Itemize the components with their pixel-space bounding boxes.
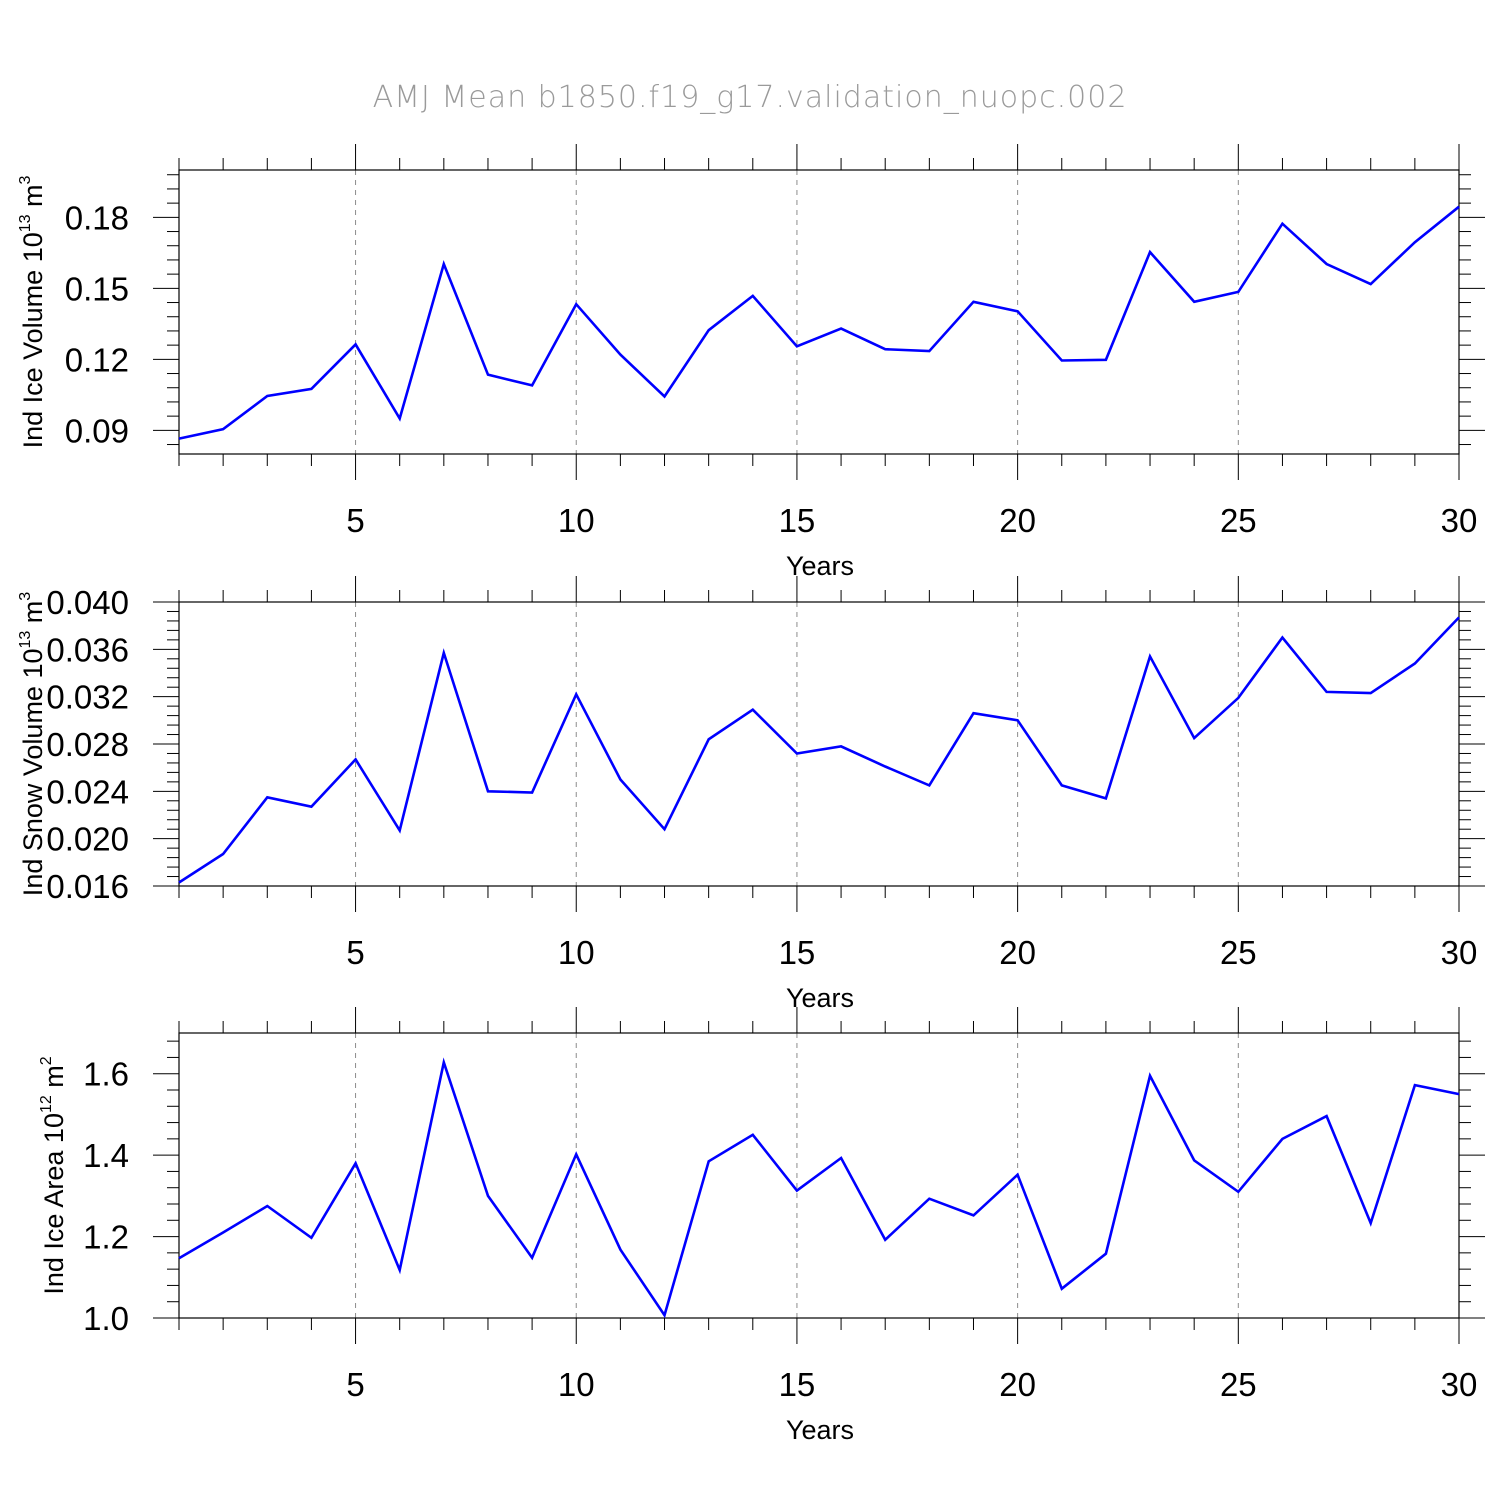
y-tick-label: 0.12 bbox=[65, 341, 129, 378]
y-axis-label: Ind Ice Area 1012 m2 bbox=[38, 1056, 69, 1294]
x-tick-label: 10 bbox=[558, 502, 595, 539]
y-tick-label: 1.6 bbox=[83, 1056, 129, 1093]
x-tick-label: 15 bbox=[779, 1366, 816, 1403]
x-tick-label: 30 bbox=[1441, 934, 1478, 971]
y-axis-label-unit: m bbox=[39, 1065, 69, 1095]
x-tick-label: 25 bbox=[1220, 934, 1257, 971]
y-tick-label: 0.09 bbox=[65, 412, 129, 449]
y-axis-label-unit-exponent: 3 bbox=[17, 175, 34, 184]
series-line bbox=[178, 205, 1460, 440]
y-tick-label: 0.040 bbox=[46, 584, 129, 621]
panel-ice-area: 5 10 15 20 25 30 Years 1.0 1.2 1.4 1.6 Ind Ice Area… bbox=[38, 1007, 1485, 1445]
panel-snow-volume: 5 10 15 20 25 30 Years 0.016 0.020 0.024 0.028 0.03… bbox=[17, 576, 1485, 1013]
x-tick-label: 5 bbox=[346, 1366, 364, 1403]
y-axis-label-exponent: 13 bbox=[17, 214, 34, 232]
y-tick-label: 1.2 bbox=[83, 1219, 129, 1256]
chart-title: AMJ Mean b1850.f19_g17.validation_nuopc.… bbox=[373, 80, 1128, 115]
y-tick-label: 1.4 bbox=[83, 1137, 129, 1174]
x-tick-label: 30 bbox=[1441, 1366, 1478, 1403]
series-line bbox=[178, 1057, 1460, 1319]
y-axis-label-unit-exponent: 2 bbox=[38, 1056, 55, 1065]
x-tick-label: 15 bbox=[779, 934, 816, 971]
plot-frame bbox=[178, 601, 1460, 887]
x-tick-label: 25 bbox=[1220, 502, 1257, 539]
y-tick-label: 0.18 bbox=[65, 199, 129, 236]
x-tick-label: 20 bbox=[999, 934, 1036, 971]
x-tick-label: 20 bbox=[999, 502, 1036, 539]
x-tick-label: 10 bbox=[558, 1366, 595, 1403]
y-tick-label: 0.028 bbox=[46, 726, 129, 763]
y-tick-label: 1.0 bbox=[83, 1300, 129, 1337]
y-axis-label-unit: m bbox=[18, 184, 48, 214]
y-axis-label-main: Ind Ice Volume 10 bbox=[18, 232, 48, 448]
x-tick-label: 5 bbox=[346, 502, 364, 539]
y-axis-label-exponent: 13 bbox=[17, 631, 34, 649]
x-tick-label: 15 bbox=[779, 502, 816, 539]
y-tick-label: 0.024 bbox=[46, 773, 129, 810]
y-axis-label-unit: m bbox=[18, 601, 48, 631]
y-tick-label: 0.15 bbox=[65, 270, 129, 307]
plot-frame bbox=[178, 1032, 1460, 1319]
y-tick-label: 0.020 bbox=[46, 821, 129, 858]
y-axis-label-unit-exponent: 3 bbox=[17, 592, 34, 601]
x-tick-label: 5 bbox=[346, 934, 364, 971]
x-tick-label: 25 bbox=[1220, 1366, 1257, 1403]
y-tick-label: 0.032 bbox=[46, 679, 129, 716]
series-line bbox=[178, 616, 1460, 884]
x-axis-label: Years bbox=[786, 1415, 854, 1445]
y-axis-label-main: Ind Ice Area 10 bbox=[39, 1113, 69, 1295]
y-axis-label: Ind Ice Volume 1013 m3 bbox=[17, 175, 48, 448]
y-tick-label: 0.016 bbox=[46, 868, 129, 905]
y-axis-label-main: Ind Snow Volume 10 bbox=[18, 649, 48, 897]
x-tick-label: 20 bbox=[999, 1366, 1036, 1403]
x-axis-label: Years bbox=[786, 551, 854, 581]
y-axis-label: Ind Snow Volume 1013 m3 bbox=[17, 592, 48, 896]
x-axis-label: Years bbox=[786, 983, 854, 1013]
y-axis-label-exponent: 12 bbox=[38, 1095, 55, 1113]
x-tick-label: 30 bbox=[1441, 502, 1478, 539]
x-tick-label: 10 bbox=[558, 934, 595, 971]
y-tick-label: 0.036 bbox=[46, 631, 129, 668]
panel-ice-volume: 5 10 15 20 25 30 Years 0.09 0.12 0.15 0.18 Ind Ice … bbox=[17, 144, 1485, 581]
plot-frame bbox=[178, 169, 1460, 455]
